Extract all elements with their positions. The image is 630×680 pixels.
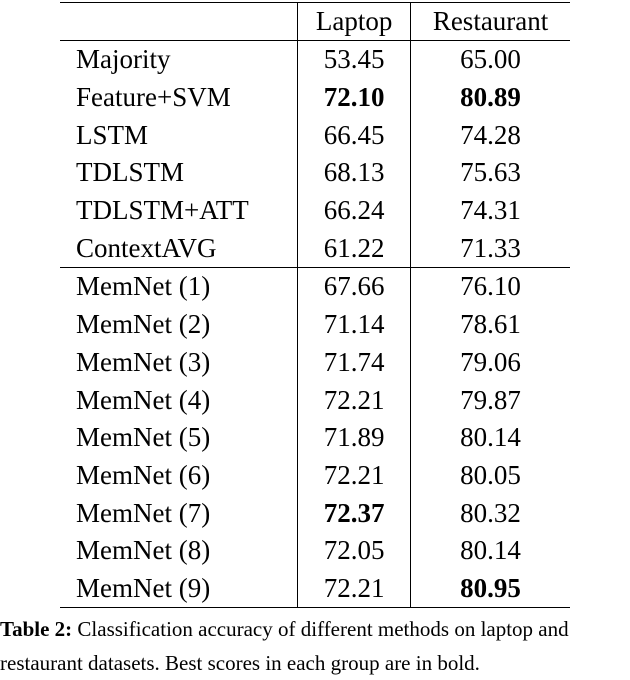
method-cell: MemNet (1) (60, 267, 298, 306)
table-row: LSTM 66.45 74.28 (60, 116, 570, 155)
header-row: Laptop Restaurant (60, 2, 570, 41)
restaurant-score-cell: 76.10 (410, 267, 570, 306)
laptop-score-cell: 72.21 (297, 569, 412, 609)
restaurant-score-cell: 80.95 (410, 569, 570, 609)
laptop-score-cell: 71.74 (297, 343, 412, 382)
table-row: MemNet (9) 72.21 80.95 (60, 569, 570, 609)
laptop-score-cell: 71.89 (297, 418, 412, 457)
laptop-score-cell: 71.14 (297, 305, 412, 344)
method-cell: Majority (76, 44, 171, 75)
method-cell: MemNet (3) (76, 346, 211, 377)
table-row: ContextAVG 61.22 71.33 (60, 229, 570, 268)
table-row: MemNet (8) 72.05 80.14 (60, 531, 570, 570)
restaurant-score-cell: 80.89 (460, 82, 521, 113)
method-cell: MemNet (8) (76, 535, 211, 566)
method-cell: ContextAVG (76, 232, 217, 263)
method-cell: MemNet (5) (76, 422, 211, 453)
table-row: TDLSTM+ATT 66.24 74.31 (60, 191, 570, 230)
laptop-score-cell: 72.05 (297, 531, 412, 570)
table-row: MemNet (1) 67.66 76.10 (60, 267, 570, 306)
laptop-score-cell: 66.45 (297, 116, 412, 155)
method-cell: MemNet (7) (76, 497, 211, 528)
method-cell: LSTM (76, 119, 149, 150)
table-row: MemNet (7) 72.37 80.32 (60, 494, 570, 532)
method-cell: TDLSTM (76, 157, 184, 188)
restaurant-score-cell: 75.63 (460, 157, 521, 188)
table-row: MemNet (2) 71.14 78.61 (60, 305, 570, 344)
restaurant-score-cell: 79.06 (460, 346, 521, 377)
table-row: MemNet (5) 71.89 80.14 (60, 418, 570, 457)
laptop-score-cell: 72.21 (297, 456, 412, 495)
restaurant-score-cell: 74.28 (460, 119, 521, 150)
header-method (60, 2, 298, 41)
restaurant-score-cell: 80.14 (460, 422, 521, 453)
table-row: MemNet (6) 72.21 80.05 (60, 456, 570, 495)
laptop-score-cell: 72.21 (297, 381, 412, 419)
method-cell: Feature+SVM (76, 82, 231, 113)
results-table-container: Laptop Restaurant Majority 53.45 65.00 Feat… (60, 2, 570, 609)
table-caption: Table 2: Classification accuracy of diff… (0, 612, 630, 680)
method-cell: MemNet (2) (76, 309, 211, 340)
laptop-score-cell: 61.22 (297, 229, 412, 268)
caption-text: Classification accuracy of different met… (0, 617, 569, 675)
results-table: Laptop Restaurant Majority 53.45 65.00 Feat… (60, 2, 570, 609)
method-cell: TDLSTM+ATT (76, 195, 249, 226)
table-row: MemNet (3) 71.74 79.06 (60, 343, 570, 382)
method-cell: MemNet (6) (76, 459, 211, 490)
restaurant-score-cell: 80.14 (460, 535, 521, 566)
laptop-score-cell: 53.45 (297, 40, 412, 79)
table-row: MemNet (4) 72.21 79.87 (60, 381, 570, 419)
caption-label: Table 2: (0, 617, 73, 641)
restaurant-score-cell: 79.87 (460, 384, 521, 415)
table-row: Feature+SVM 72.10 80.89 (60, 78, 570, 117)
table-row: Majority 53.45 65.00 (60, 40, 570, 79)
table-row: TDLSTM 68.13 75.63 (60, 154, 570, 192)
laptop-score-cell: 66.24 (297, 191, 412, 230)
header-laptop: Laptop (297, 2, 412, 41)
restaurant-score-cell: 71.33 (460, 232, 521, 263)
restaurant-score-cell: 65.00 (460, 44, 521, 75)
table-body: Majority 53.45 65.00 Feature+SVM 72.10 80.89 L… (60, 40, 570, 609)
restaurant-score-cell: 80.05 (460, 459, 521, 490)
laptop-score-cell: 67.66 (297, 267, 412, 306)
laptop-score-cell: 72.10 (297, 78, 412, 117)
laptop-score-cell: 68.13 (297, 154, 412, 192)
restaurant-score-cell: 78.61 (460, 309, 521, 340)
method-cell: MemNet (4) (76, 384, 211, 415)
restaurant-score-cell: 80.32 (460, 497, 521, 528)
restaurant-score-cell: 74.31 (460, 195, 521, 226)
header-restaurant: Restaurant (410, 2, 570, 41)
method-cell: MemNet (9) (60, 569, 298, 609)
laptop-score-cell: 72.37 (297, 494, 412, 532)
